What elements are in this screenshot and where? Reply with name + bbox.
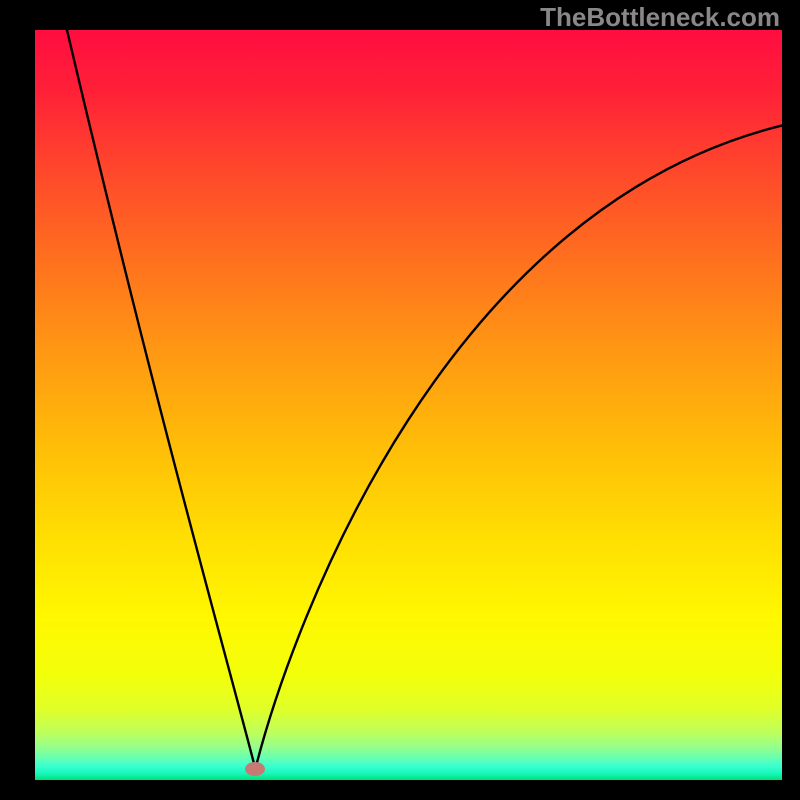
bottleneck-curve bbox=[35, 30, 782, 780]
optimum-marker bbox=[245, 762, 265, 776]
watermark: TheBottleneck.com bbox=[540, 2, 780, 33]
bottleneck-chart bbox=[35, 30, 782, 780]
